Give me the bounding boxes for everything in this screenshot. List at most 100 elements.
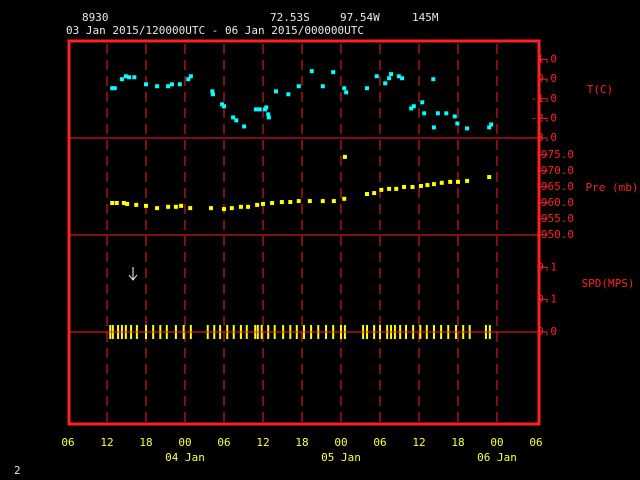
latitude: 72.53S — [270, 11, 310, 24]
data-point — [222, 207, 226, 212]
data-point — [418, 184, 423, 189]
data-point — [435, 111, 440, 116]
data-point — [255, 202, 260, 207]
data-point — [110, 86, 115, 91]
data-point — [121, 200, 126, 205]
data-point — [242, 124, 247, 129]
data-point — [444, 111, 449, 116]
data-point — [387, 186, 392, 191]
data-point — [296, 199, 301, 204]
data-point — [123, 74, 128, 79]
data-point — [431, 182, 436, 187]
data-point — [119, 77, 124, 82]
y-axis-title: T(C) — [587, 83, 614, 96]
data-point — [134, 202, 139, 207]
y-tick-label: -2.0 — [531, 111, 558, 124]
day-label: 04 Jan — [165, 451, 205, 464]
y-tick-label: 0.1 — [537, 293, 557, 306]
data-point — [186, 77, 191, 82]
data-point — [431, 125, 436, 130]
data-point — [307, 199, 312, 204]
plot-area: 06 12 18 00 06 12 18 00 06 12 18 00 06 04 Jan 05 Jan 06… — [61, 44, 638, 464]
data-point — [411, 104, 416, 109]
data-point — [234, 118, 239, 123]
data-point — [166, 204, 171, 209]
data-point — [209, 206, 213, 211]
data-point — [383, 81, 388, 86]
y-tick-label: 965.0 — [541, 180, 574, 193]
x-tick-label: 00 — [490, 436, 503, 449]
y-tick-label: 0.0 — [537, 72, 557, 85]
data-point — [170, 82, 174, 87]
data-point — [422, 111, 427, 116]
y-tick-label: 950.0 — [541, 228, 574, 241]
data-point — [439, 180, 444, 185]
longitude: 97.54W — [340, 11, 380, 24]
data-point — [420, 100, 425, 105]
data-point — [210, 92, 215, 97]
data-point — [374, 74, 379, 79]
data-point — [309, 69, 314, 74]
data-point — [365, 86, 369, 91]
data-point — [257, 107, 262, 112]
data-point — [296, 84, 301, 89]
data-point — [125, 201, 130, 206]
data-point — [452, 114, 457, 119]
data-point — [365, 192, 369, 197]
data-point — [389, 72, 394, 77]
data-point — [456, 179, 460, 184]
data-point — [372, 191, 377, 196]
data-point — [387, 76, 392, 81]
x-tick-label: 00 — [334, 436, 347, 449]
data-point — [487, 175, 492, 180]
day-label: 06 Jan — [477, 451, 517, 464]
data-point — [342, 86, 347, 91]
data-point — [155, 84, 160, 89]
x-tick-label: 00 — [178, 436, 191, 449]
data-point — [264, 105, 269, 110]
data-point — [114, 200, 119, 205]
data-point — [331, 70, 336, 75]
data-point — [231, 115, 236, 120]
data-point — [222, 104, 226, 109]
data-point — [489, 122, 494, 127]
data-point — [379, 187, 384, 192]
x-tick-label: 12 — [256, 436, 269, 449]
y-axis-title: SPD(MPS) — [582, 277, 635, 290]
page-number: 2 — [14, 464, 21, 477]
day-label: 05 Jan — [321, 451, 361, 464]
data-point — [210, 89, 215, 94]
data-point — [188, 206, 193, 211]
data-point — [253, 107, 258, 112]
data-point — [331, 199, 336, 204]
y-tick-label: 970.0 — [541, 164, 574, 177]
y-tick-label: 955.0 — [541, 212, 574, 225]
wind-direction-arrowhead — [128, 274, 138, 281]
data-point — [400, 76, 405, 81]
data-point — [286, 92, 291, 97]
data-point — [448, 179, 453, 184]
data-point — [288, 200, 293, 205]
data-point — [112, 86, 117, 91]
x-tick-label: 12 — [412, 436, 425, 449]
data-point — [166, 84, 171, 89]
x-tick-label: 06 — [217, 436, 230, 449]
data-point — [127, 75, 132, 80]
x-tick-label: 06 — [61, 436, 74, 449]
data-point — [155, 206, 160, 211]
data-point — [455, 121, 460, 126]
x-tick-label: 12 — [100, 436, 113, 449]
elevation: 145M — [412, 11, 439, 24]
data-point — [188, 74, 193, 79]
data-point — [110, 200, 115, 205]
data-point — [266, 112, 271, 117]
data-point — [410, 184, 415, 189]
data-point — [270, 200, 275, 205]
data-point — [144, 82, 148, 87]
x-tick-label: 18 — [295, 436, 308, 449]
y-axis-title: Pre (mb) — [586, 181, 639, 194]
x-tick-label: 18 — [451, 436, 464, 449]
data-point — [177, 82, 182, 87]
frame — [67, 39, 541, 426]
data-point — [465, 178, 470, 183]
